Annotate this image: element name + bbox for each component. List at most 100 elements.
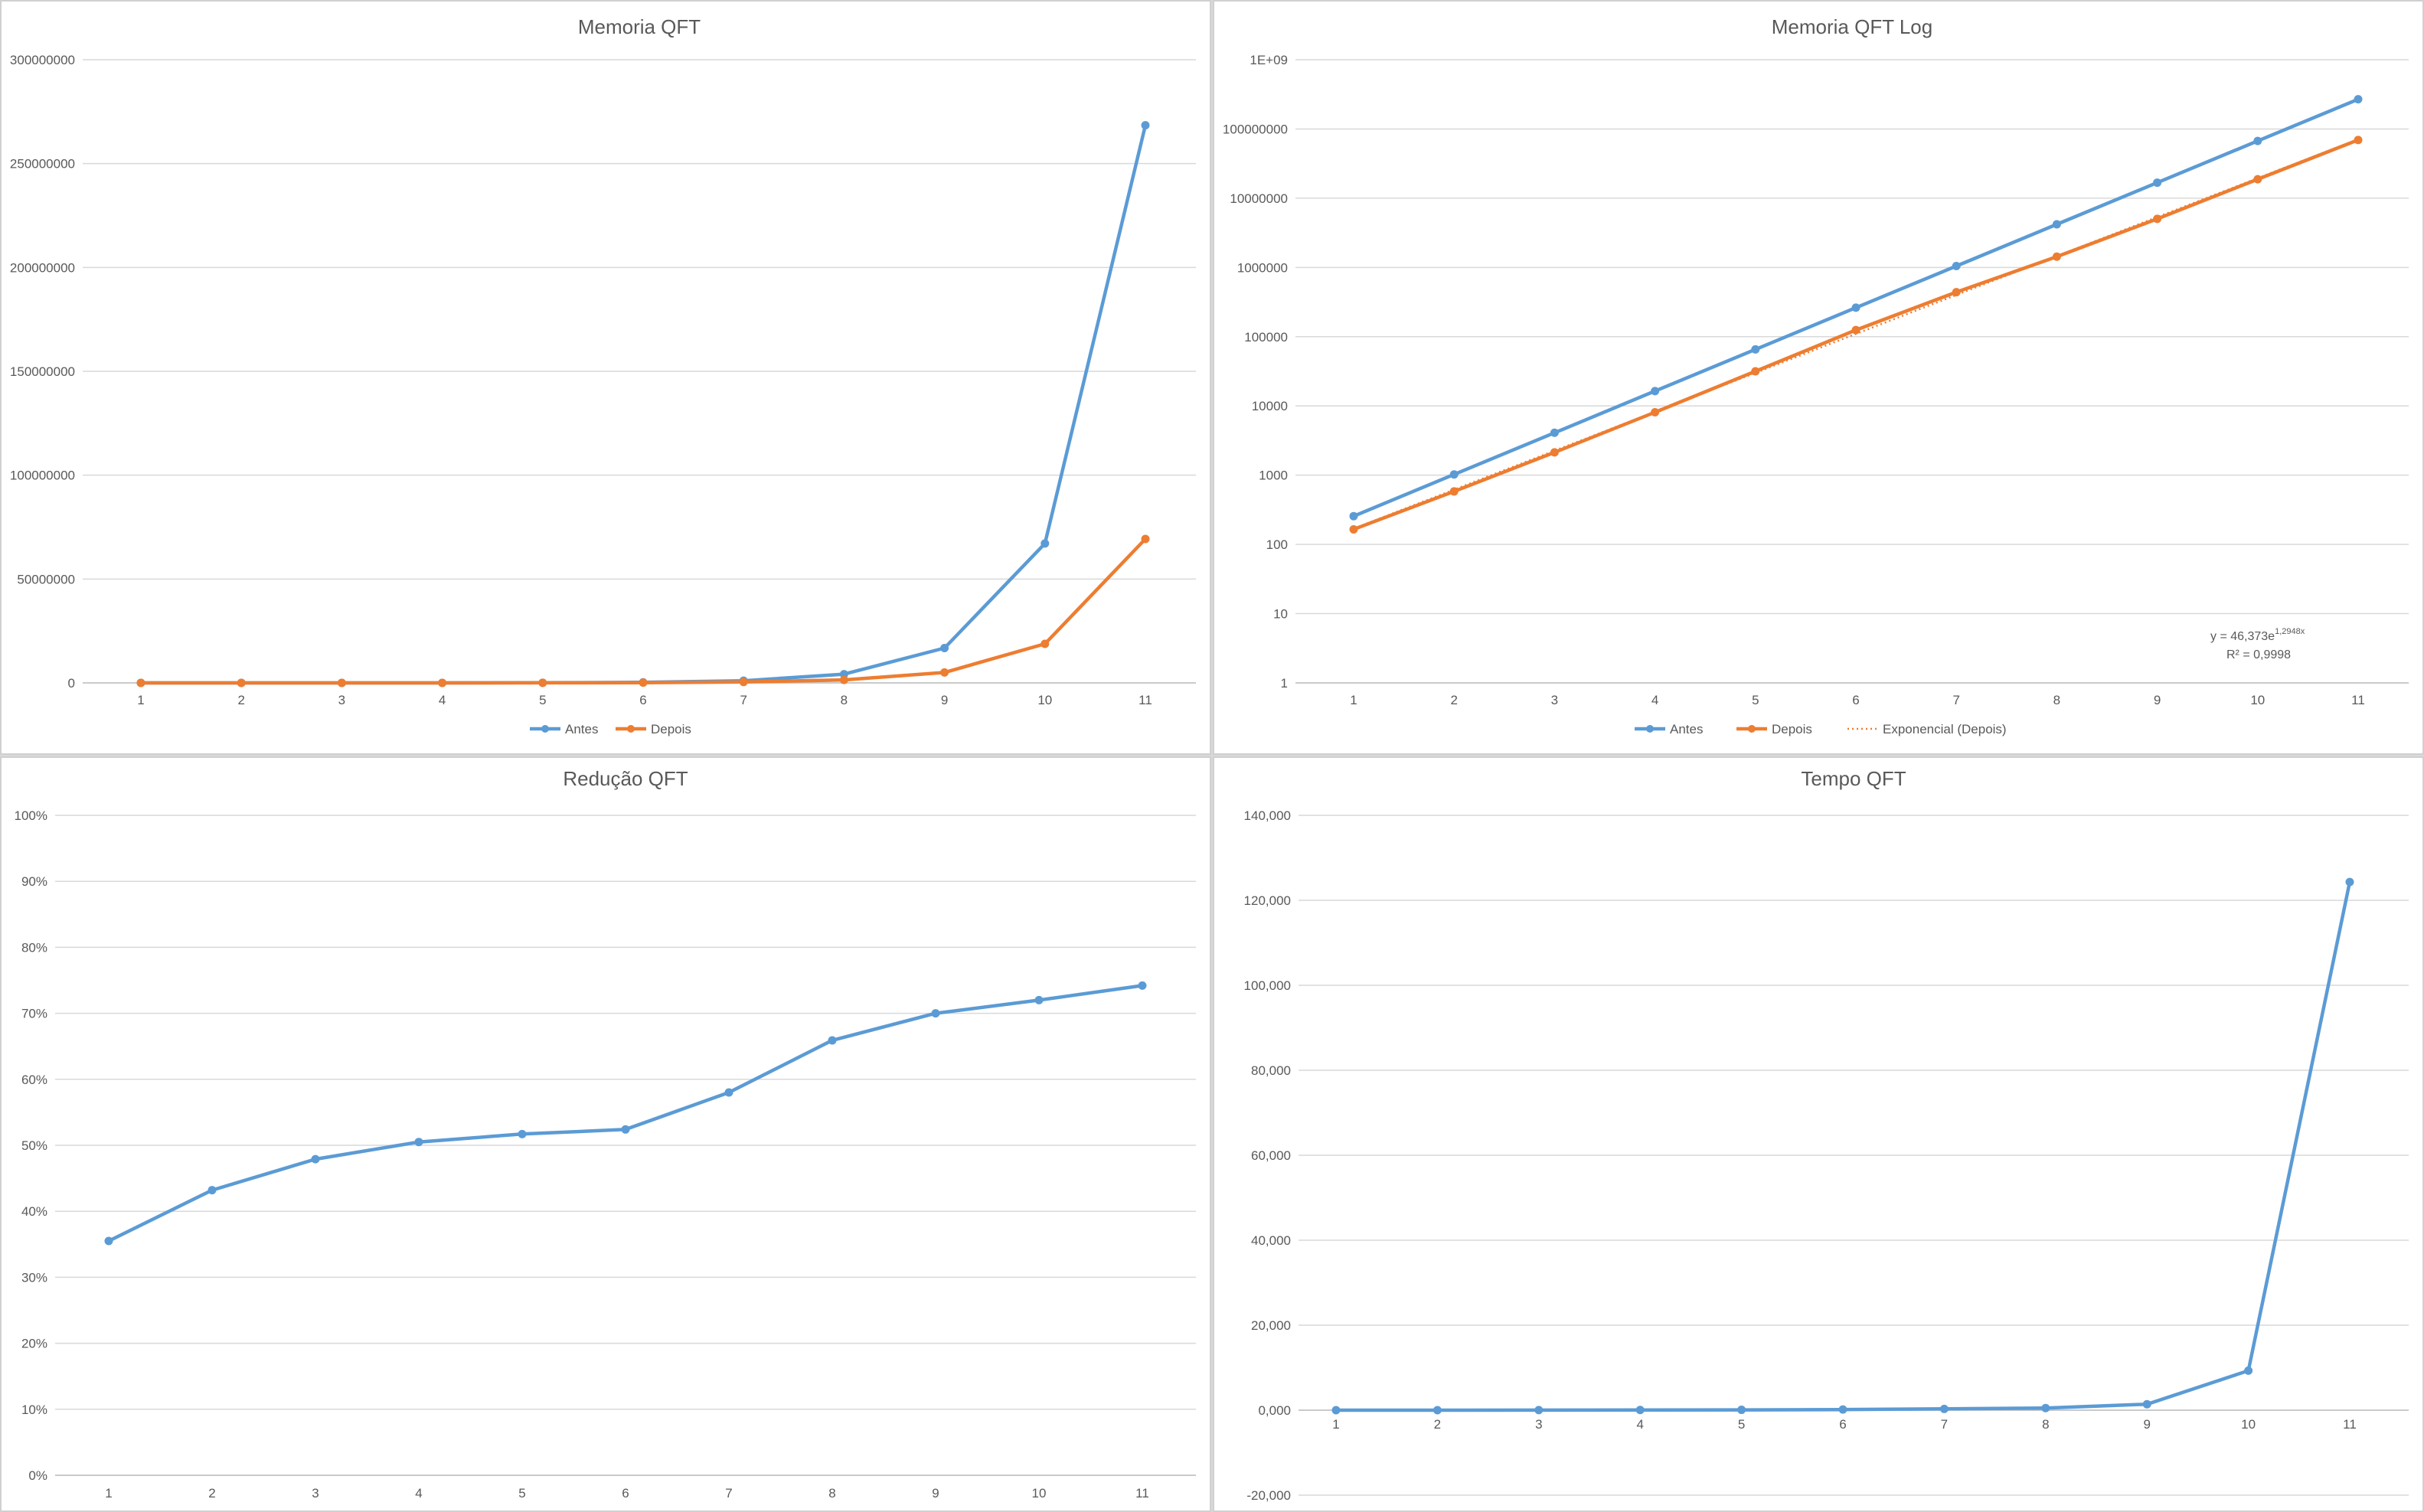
y-tick-label: 0,000 <box>1258 1403 1291 1418</box>
x-tick-label: 10 <box>2241 1417 2256 1432</box>
trendline-equation-exponent: 1,2948x <box>2275 627 2305 636</box>
y-tick-label: 100,000 <box>1244 978 1291 993</box>
x-tick-label: 2 <box>237 693 244 707</box>
data-point <box>1939 1404 1949 1413</box>
y-tick-label: 50000000 <box>17 572 75 586</box>
legend-label: Exponencial (Depois) <box>1883 722 2007 736</box>
chart-panel-reducao-qft: Redução QFT 0% 10% 20% 30% 40% 50% 60% 70% 80% 90%… <box>0 756 1211 1512</box>
x-tick-label: 2 <box>1450 693 1457 707</box>
data-point <box>311 1154 320 1164</box>
data-point <box>414 1138 423 1147</box>
data-point <box>1034 995 1044 1004</box>
data-point <box>828 1036 837 1045</box>
data-point <box>1952 288 1961 297</box>
x-tick-label: 7 <box>740 693 746 707</box>
data-point <box>2244 1366 2253 1375</box>
data-point <box>104 1236 113 1246</box>
y-tick-label: 20,000 <box>1251 1318 1291 1333</box>
data-point <box>1838 1405 1847 1414</box>
data-point <box>1040 639 1050 648</box>
data-point <box>2253 175 2262 184</box>
y-tick-label: 80,000 <box>1251 1063 1291 1078</box>
data-point <box>2253 136 2262 145</box>
y-tick-label: 1000 <box>1259 469 1288 483</box>
y-tick-label: 70% <box>21 1007 47 1021</box>
y-tick-label: 1E+09 <box>1250 53 1288 67</box>
x-tick-label: 8 <box>828 1486 835 1501</box>
x-tick-label: 6 <box>1852 693 1859 707</box>
x-tick-label: 7 <box>1941 1417 1948 1432</box>
data-point <box>2142 1399 2151 1409</box>
y-tick-label: 100000000 <box>10 469 75 483</box>
chart-panel-memoria-qft: Memoria QFT 0 50000000 100000000 150000000 20… <box>0 0 1211 755</box>
y-tick-label: 200000000 <box>10 260 75 275</box>
data-point <box>1851 303 1860 312</box>
data-point <box>931 1009 940 1018</box>
x-tick-label: 5 <box>539 693 546 707</box>
data-point <box>2354 95 2363 104</box>
legend-label: Depois <box>1772 722 1812 736</box>
x-tick-label: 3 <box>1551 693 1558 707</box>
data-point <box>2052 252 2061 261</box>
y-tick-label: 140,000 <box>1244 808 1291 823</box>
x-tick-label: 7 <box>725 1486 732 1501</box>
y-tick-label: 10000000 <box>1230 191 1288 206</box>
x-tick-label: 6 <box>1839 1417 1846 1432</box>
x-tick-label: 4 <box>415 1486 422 1501</box>
x-tick-label: 8 <box>2053 693 2060 707</box>
chart-memoria-qft-log: Memoria QFT Log 1 10 100 1000 10000 100000 1000… <box>1223 15 2409 736</box>
legend-marker <box>541 725 549 733</box>
x-tick-label: 8 <box>841 693 848 707</box>
x-tick-label: 8 <box>2042 1417 2049 1432</box>
chart-title: Memoria QFT <box>578 15 701 38</box>
x-tick-label: 5 <box>1738 1417 1745 1432</box>
data-point <box>1751 345 1760 354</box>
x-tick-label: 9 <box>2143 1417 2150 1432</box>
data-point <box>1449 487 1459 496</box>
x-tick-label: 7 <box>1952 693 1959 707</box>
x-tick-label: 3 <box>1535 1417 1542 1432</box>
y-tick-label: 30% <box>21 1270 47 1285</box>
series-line-main <box>1336 881 2352 1412</box>
y-tick-label: 50% <box>21 1138 47 1153</box>
data-point <box>2052 220 2061 229</box>
data-point <box>739 678 748 687</box>
trendline-equation-base: y = 46,373e <box>2210 630 2275 643</box>
y-tick-label: 10% <box>21 1403 47 1417</box>
x-tick-label: 4 <box>1651 693 1658 707</box>
data-point <box>1141 121 1150 130</box>
data-point <box>940 643 949 652</box>
y-tick-label: 40,000 <box>1251 1233 1291 1248</box>
data-point <box>1141 534 1150 544</box>
chart-title: Memoria QFT Log <box>1772 15 1932 38</box>
series-line-depois <box>141 537 1147 685</box>
x-tick-label: 4 <box>439 693 446 707</box>
data-point <box>2041 1403 2050 1412</box>
data-point <box>438 678 447 687</box>
x-tick-label: 9 <box>932 1486 939 1501</box>
data-point <box>1040 539 1050 548</box>
y-tick-label: 100 <box>1266 537 1288 552</box>
trendline-r2: R² = 0,9998 <box>2226 648 2291 661</box>
data-point <box>839 675 848 684</box>
y-tick-label: 0% <box>28 1468 47 1483</box>
data-point <box>1534 1406 1544 1415</box>
chart-tempo-qft: Tempo QFT -20,000 0,000 20,000 40,000 60,000 8… <box>1244 767 2409 1503</box>
x-tick-label: 11 <box>1138 693 1152 707</box>
data-point <box>237 678 246 687</box>
data-point <box>538 678 547 687</box>
y-tick-label: 60% <box>21 1073 47 1087</box>
data-point <box>1751 367 1760 376</box>
y-tick-label: 120,000 <box>1244 893 1291 908</box>
data-point <box>1449 470 1459 479</box>
data-point <box>1851 325 1860 335</box>
y-tick-label: 90% <box>21 874 47 889</box>
y-tick-label: 150000000 <box>10 364 75 379</box>
x-tick-label: 6 <box>622 1486 629 1501</box>
y-tick-label: 1 <box>1281 676 1288 691</box>
data-point <box>1651 387 1660 396</box>
x-tick-label: 2 <box>1434 1417 1441 1432</box>
data-point <box>1349 524 1358 534</box>
legend-label: Antes <box>1670 722 1703 736</box>
x-tick-label: 5 <box>1752 693 1759 707</box>
